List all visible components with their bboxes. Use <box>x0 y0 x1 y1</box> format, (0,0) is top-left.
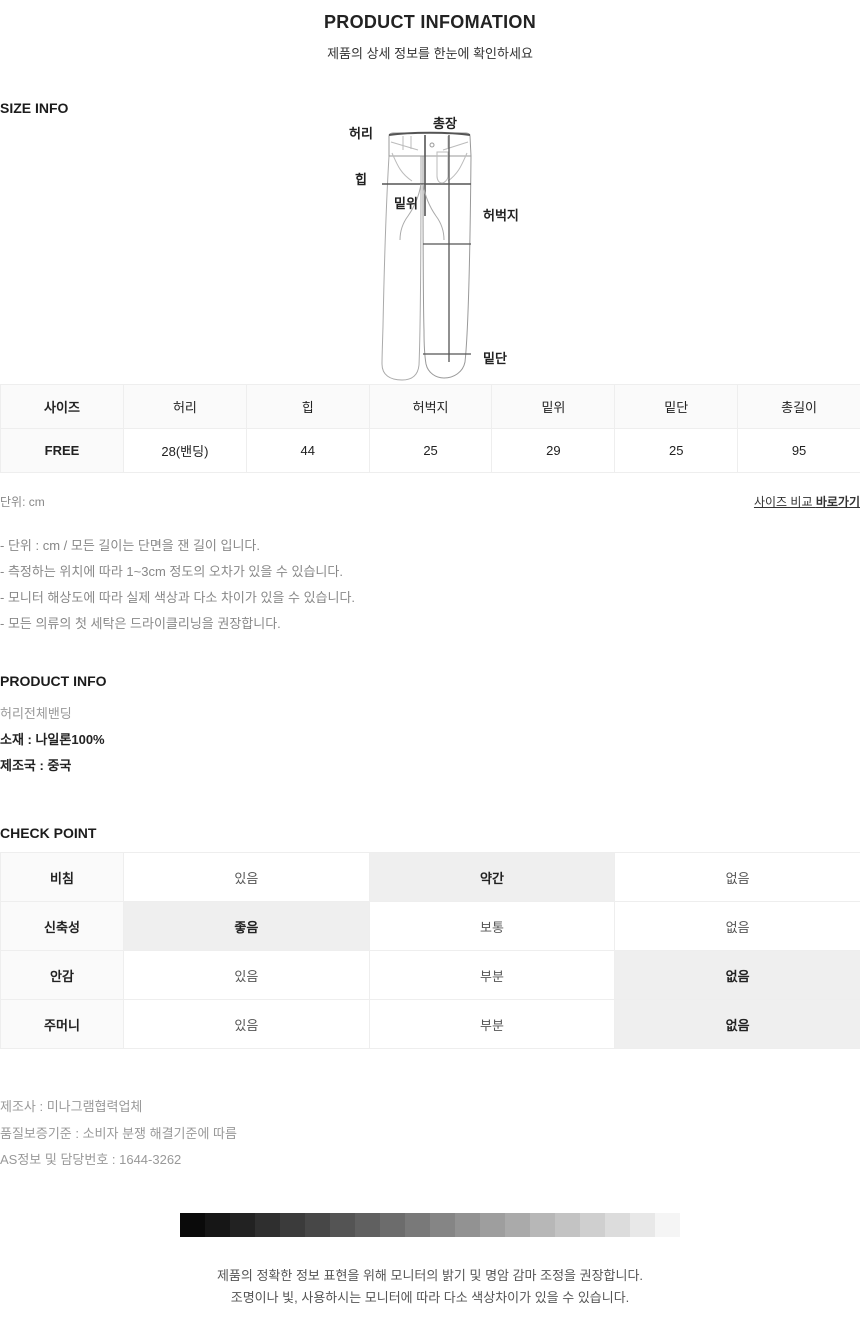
svg-text:허리: 허리 <box>349 126 373 141</box>
svg-text:밑단: 밑단 <box>483 351 507 366</box>
svg-text:총장: 총장 <box>433 116 457 131</box>
svg-text:허벅지: 허벅지 <box>483 208 519 223</box>
svg-text:힙: 힙 <box>355 172 367 187</box>
svg-text:밑위: 밑위 <box>394 196 418 211</box>
